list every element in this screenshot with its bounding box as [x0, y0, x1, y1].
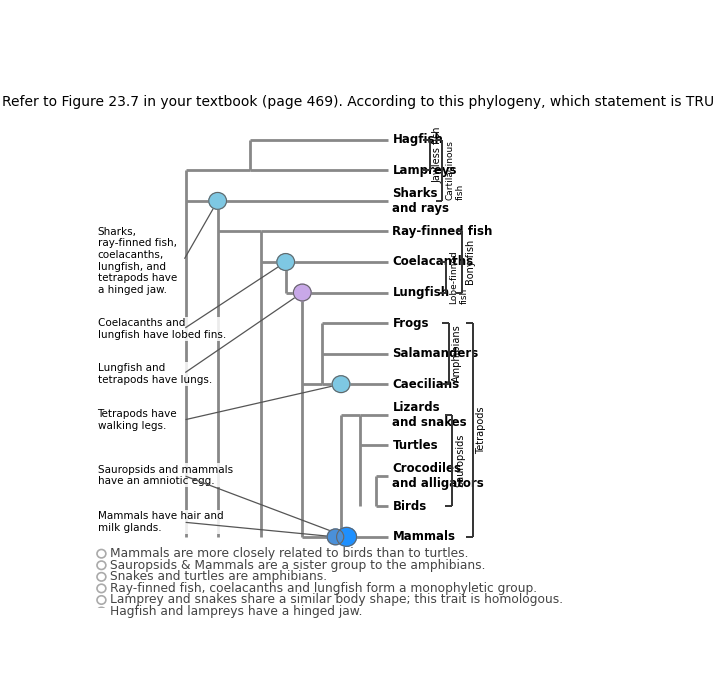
Text: Lobe-finned
fish: Lobe-finned fish: [450, 251, 469, 304]
Text: Hagfish: Hagfish: [393, 133, 443, 146]
Text: Mammals are more closely related to birds than to turtles.: Mammals are more closely related to bird…: [110, 547, 468, 560]
Text: Ray-finned fish, coelacanths and lungfish form a monophyletic group.: Ray-finned fish, coelacanths and lungfis…: [110, 582, 537, 595]
Text: Lamprey and snakes share a similar body shape; this trait is homologous.: Lamprey and snakes share a similar body …: [110, 594, 563, 607]
Text: Turtles: Turtles: [393, 438, 438, 451]
Text: Amphibians: Amphibians: [452, 324, 462, 382]
Text: Lampreys: Lampreys: [393, 164, 457, 177]
Circle shape: [327, 529, 344, 545]
Text: Sharks,
ray-finned fish,
coelacanths,
lungfish, and
tetrapods have
a hinged jaw.: Sharks, ray-finned fish, coelacanths, lu…: [98, 227, 177, 295]
Circle shape: [332, 376, 350, 393]
Text: Sauropsids: Sauropsids: [455, 434, 465, 487]
Text: Cartilaginous
fish: Cartilaginous fish: [446, 141, 465, 200]
Text: Ray-finned fish: Ray-finned fish: [393, 225, 493, 238]
Text: Tetrapods: Tetrapods: [476, 406, 486, 454]
Text: Jawless fish: Jawless fish: [433, 127, 443, 183]
Text: Lungfish: Lungfish: [393, 286, 450, 299]
Text: Bony fish: Bony fish: [466, 239, 476, 285]
Text: Coelacanths and
lungfish have lobed fins.: Coelacanths and lungfish have lobed fins…: [98, 318, 226, 340]
Text: Caecilians: Caecilians: [393, 378, 460, 391]
Text: Hagfish and lampreys have a hinged jaw.: Hagfish and lampreys have a hinged jaw.: [110, 605, 362, 618]
Text: Mammals have hair and
milk glands.: Mammals have hair and milk glands.: [98, 512, 223, 533]
Text: Tetrapods have
walking legs.: Tetrapods have walking legs.: [98, 409, 177, 431]
Text: Crocodiles
and alligators: Crocodiles and alligators: [393, 462, 484, 490]
Text: Sauropsids and mammals
have an amniotic egg.: Sauropsids and mammals have an amniotic …: [98, 464, 233, 486]
Text: Lizards
and snakes: Lizards and snakes: [393, 401, 467, 429]
Text: Mammals: Mammals: [393, 531, 456, 544]
Circle shape: [277, 253, 295, 270]
Text: Lungfish and
tetrapods have lungs.: Lungfish and tetrapods have lungs.: [98, 363, 212, 385]
Circle shape: [336, 527, 356, 546]
Text: Snakes and turtles are amphibians.: Snakes and turtles are amphibians.: [110, 570, 327, 583]
Text: Salamanders: Salamanders: [393, 347, 478, 360]
Text: Coelacanths: Coelacanths: [393, 255, 473, 268]
Text: Birds: Birds: [393, 500, 427, 513]
Text: Sharks
and rays: Sharks and rays: [393, 187, 450, 215]
Text: Sauropsids & Mammals are a sister group to the amphibians.: Sauropsids & Mammals are a sister group …: [110, 559, 486, 572]
Text: Refer to Figure 23.7 in your textbook (page 469). According to this phylogeny, w: Refer to Figure 23.7 in your textbook (p…: [2, 95, 714, 109]
Circle shape: [208, 193, 226, 209]
Text: Frogs: Frogs: [393, 316, 429, 330]
Circle shape: [293, 284, 311, 301]
